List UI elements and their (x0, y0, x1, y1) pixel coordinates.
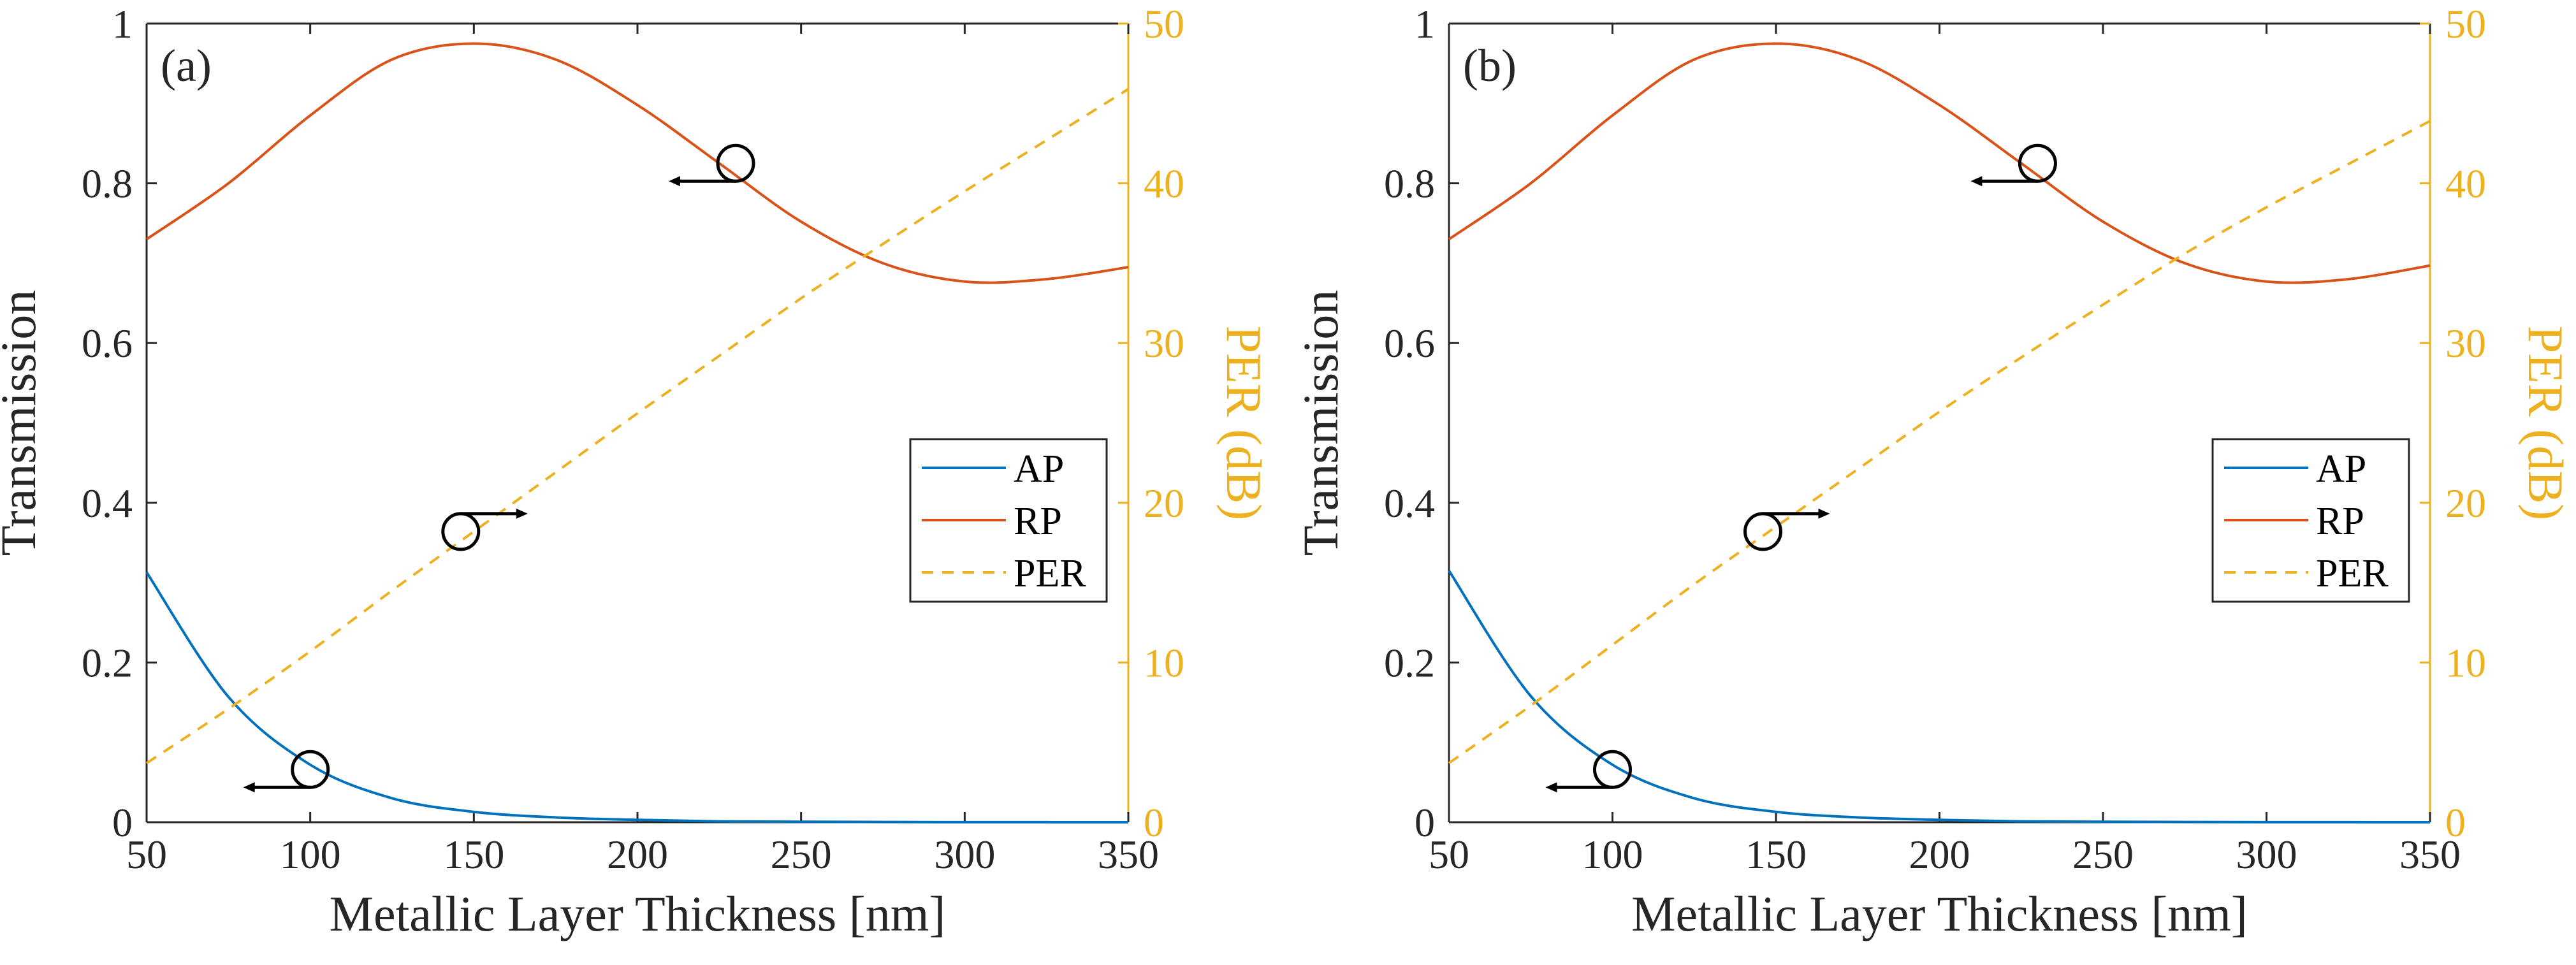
x-tick-label: 250 (2072, 832, 2134, 877)
series-line-rp (1448, 42, 2431, 284)
x-tick-label: 150 (443, 832, 504, 877)
arrowhead-left-icon (1970, 176, 1983, 187)
legend-label-per: PER (2316, 552, 2389, 595)
axis-indicator-per (1743, 508, 1830, 551)
x-tick-label: 300 (934, 832, 995, 877)
y2-tick-label: 20 (2445, 481, 2486, 526)
legend: AP RP PER (2211, 438, 2410, 603)
legend-box (2211, 438, 2410, 603)
panel-label: (b) (1463, 40, 1517, 91)
y2-tick-label: 10 (2445, 640, 2486, 685)
series-line-per (145, 88, 1130, 764)
y-tick-label: 0.2 (1384, 640, 1435, 685)
y-tick-label: 0.4 (82, 481, 133, 526)
axis-indicator-per (441, 508, 528, 551)
y-tick-label: 0.6 (82, 321, 133, 366)
y2-axis-label: PER (dB) (1216, 326, 1272, 521)
y2-tick-label: 50 (2445, 1, 2486, 47)
axis-indicator-ap (243, 750, 330, 793)
x-tick-label: 350 (2399, 832, 2461, 877)
chart-panel-b: 50 100 150 200 250 300 35000.20.40.60.81010203… (1293, 1, 2573, 941)
x-tick-label: 350 (1098, 832, 1159, 877)
legend-label-rp: RP (1014, 500, 1062, 543)
annotation-circle (1743, 512, 1782, 551)
arrowhead-right-icon (516, 508, 528, 519)
x-axis-label: Metallic Layer Thickness [nm] (1631, 886, 2248, 941)
y-tick-label: 0 (112, 800, 133, 845)
panel-label: (a) (161, 40, 212, 91)
y2-axis-label: PER (dB) (2518, 326, 2573, 521)
y-tick-label: 0 (1415, 800, 1435, 845)
y-tick-label: 0.2 (82, 640, 133, 685)
y-axis-label: Transmission (0, 290, 46, 556)
x-tick-label: 300 (2236, 832, 2297, 877)
y2-tick-label: 0 (1144, 800, 1164, 845)
series-line-ap (1448, 570, 2431, 824)
legend-label-rp: RP (2316, 500, 2364, 543)
x-tick-label: 150 (1745, 832, 1807, 877)
arrowhead-left-icon (1545, 782, 1557, 793)
y-tick-label: 1 (1415, 1, 1435, 47)
annotation-circle (1593, 750, 1632, 789)
x-tick-label: 200 (1909, 832, 1970, 877)
arrowhead-right-icon (1818, 508, 1830, 519)
y-tick-label: 0.8 (82, 161, 133, 207)
y2-tick-label: 30 (2445, 321, 2486, 366)
series-line-rp (145, 42, 1129, 284)
x-tick-label: 50 (1429, 832, 1469, 877)
y2-tick-label: 10 (1144, 640, 1184, 685)
x-tick-label: 50 (126, 832, 167, 877)
y2-tick-label: 30 (1144, 321, 1184, 366)
annotation-circle (291, 750, 330, 789)
y-tick-label: 1 (112, 1, 133, 47)
y-tick-label: 0.6 (1384, 321, 1435, 366)
chart-panel-a: 50 100 150 200 250 300 35000.20.40.60.81010203… (0, 1, 1272, 941)
legend-label-ap: AP (2316, 447, 2366, 491)
arrowhead-left-icon (243, 782, 255, 793)
y-axis-label: Transmission (1293, 290, 1348, 556)
series-line-per (1448, 120, 2431, 764)
y2-tick-label: 0 (2445, 800, 2466, 845)
x-tick-label: 200 (607, 832, 668, 877)
annotation-circle (441, 512, 481, 551)
y2-tick-label: 20 (1144, 481, 1184, 526)
x-axis-label: Metallic Layer Thickness [nm] (330, 886, 946, 941)
axis-indicator-rp (669, 143, 755, 187)
y2-tick-label: 40 (2445, 161, 2486, 207)
y2-tick-label: 50 (1144, 1, 1184, 47)
x-tick-label: 100 (1582, 832, 1643, 877)
y-tick-label: 0.8 (1384, 161, 1435, 207)
arrowhead-left-icon (669, 176, 680, 187)
axis-indicator-rp (1970, 143, 2057, 187)
x-tick-label: 100 (280, 832, 341, 877)
x-tick-label: 250 (771, 832, 832, 877)
y2-tick-label: 40 (1144, 161, 1184, 207)
axis-indicator-ap (1545, 750, 1632, 793)
y-tick-label: 0.4 (1384, 481, 1435, 526)
legend-label-ap: AP (1014, 447, 1064, 491)
legend: AP RP PER (909, 438, 1108, 603)
series-line-ap (145, 571, 1129, 824)
legend-label-per: PER (1014, 552, 1086, 595)
